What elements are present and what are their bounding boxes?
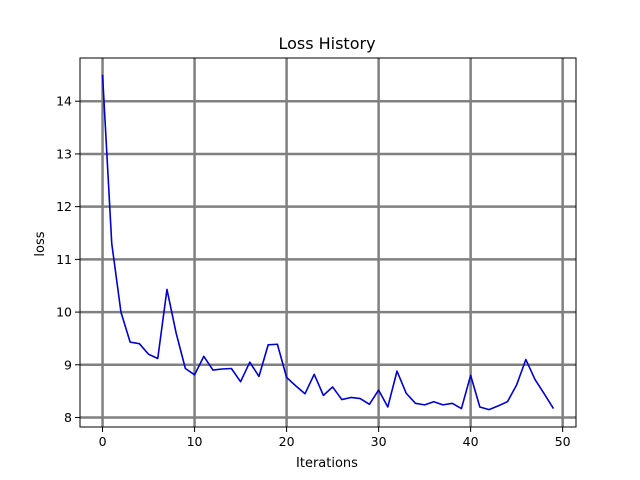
series-layer	[101, 74, 555, 411]
y-tick-label: 14	[56, 94, 72, 109]
y-tick-label: 9	[64, 357, 72, 372]
y-tick-label: 13	[56, 146, 72, 161]
axes-frame	[79, 57, 577, 428]
x-tick-label: 50	[555, 434, 571, 449]
x-tick-label: 0	[99, 434, 107, 449]
y-tick-label: 11	[56, 252, 72, 267]
ticks-layer: 0 10 20 30 40 50 8 9 10 11 12 13 14	[56, 94, 571, 449]
chart-title: Loss History	[278, 34, 375, 53]
y-tick-label: 8	[64, 410, 72, 425]
y-axis-label: loss	[33, 231, 48, 256]
plot-frame	[79, 57, 577, 428]
y-tick-label: 10	[56, 305, 72, 320]
loss-series-line	[101, 74, 555, 411]
grid-layer	[80, 58, 576, 427]
x-tick-label: 40	[463, 434, 479, 449]
y-tick-label: 12	[56, 199, 72, 214]
x-tick-label: 30	[371, 434, 387, 449]
x-tick-label: 10	[187, 434, 203, 449]
x-tick-label: 20	[279, 434, 295, 449]
x-axis-label: Iterations	[296, 456, 358, 471]
